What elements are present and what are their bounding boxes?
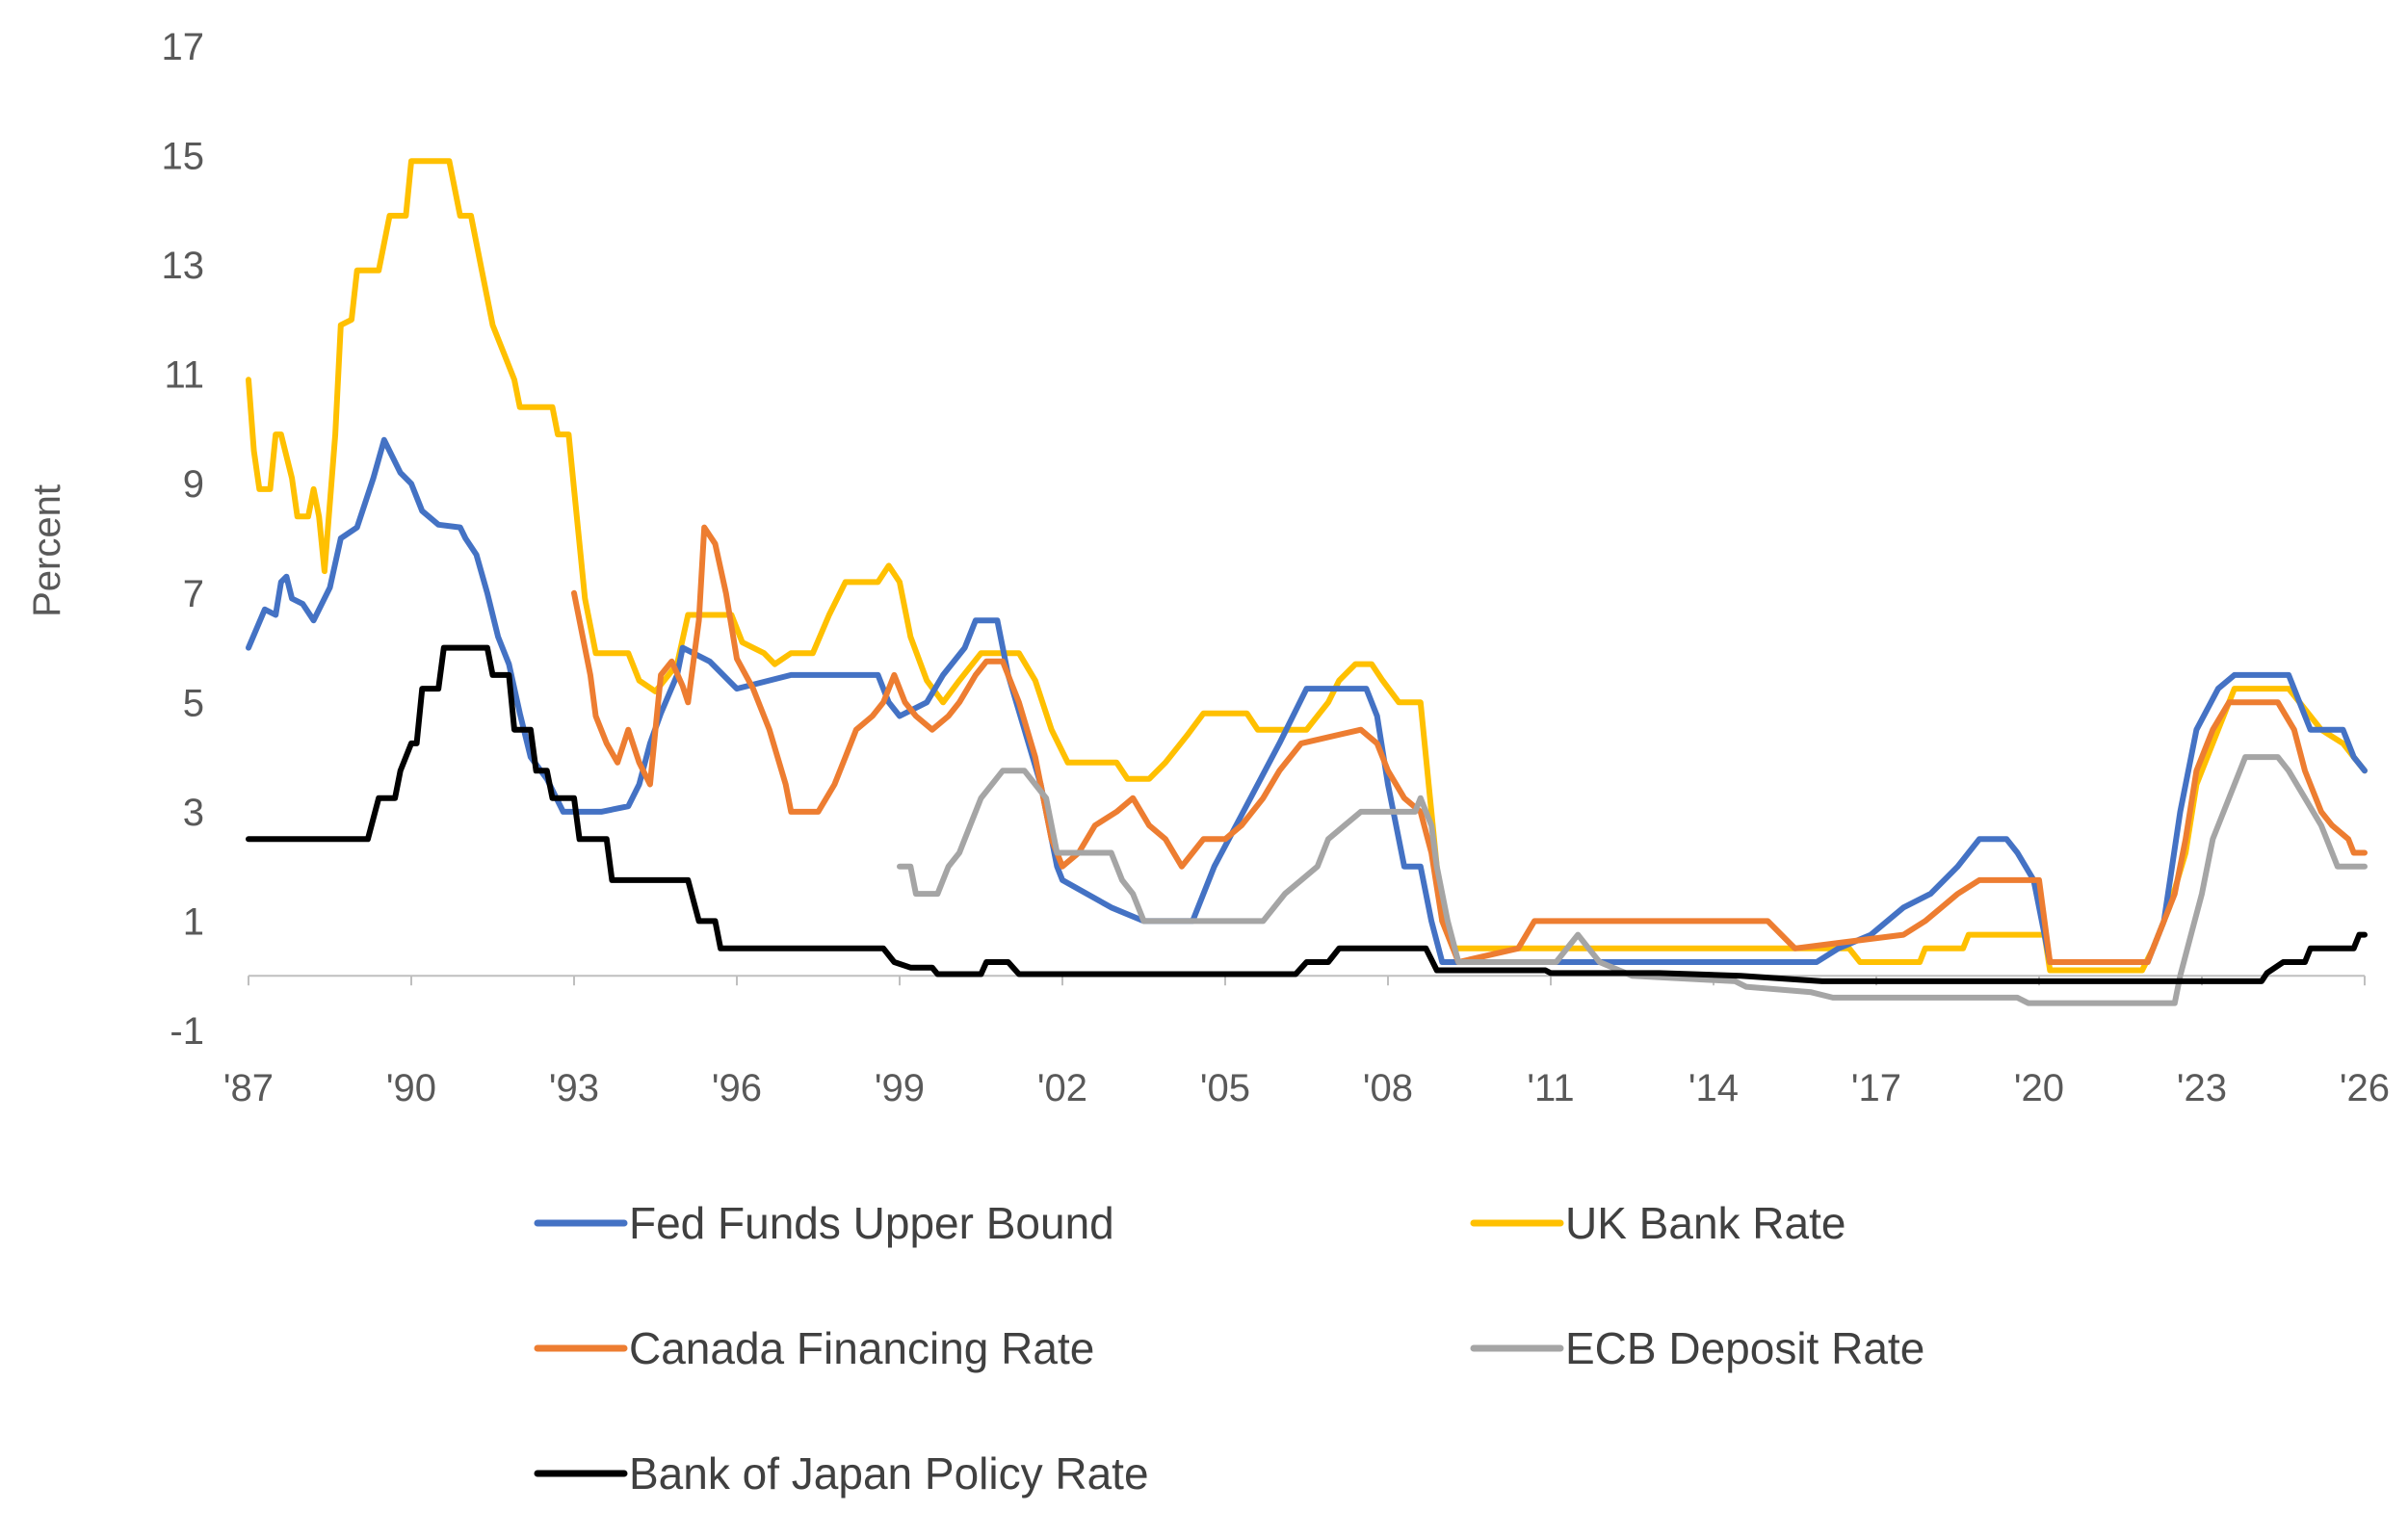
series-line-fed-funds-upper-bound (246, 436, 2368, 965)
y-tick-label: 13 (162, 245, 205, 287)
legend-label-bank-of-japan-policy-rate: Bank of Japan Policy Rate (629, 1448, 1149, 1499)
y-tick-label: 9 (183, 463, 204, 506)
x-tick-label: '90 (386, 1067, 436, 1109)
y-tick-label: 5 (183, 682, 204, 724)
legend-label-uk-bank-rate: UK Bank Rate (1565, 1198, 1845, 1248)
series-lines (246, 158, 2368, 1006)
y-axis-title: Percent (26, 484, 68, 617)
legend-label-fed-funds-upper-bound: Fed Funds Upper Bound (629, 1198, 1114, 1248)
x-tick-labels: '87 '90 '93 '96 '99 '02 '05 '08 '11 '14 '17 '20 '23 '… (223, 1067, 2390, 1109)
y-tick-label: 17 (162, 26, 205, 68)
x-tick-label: '17 (1851, 1067, 1901, 1109)
series-line-canada-financing-rate (571, 524, 2368, 965)
x-tick-label: '08 (1363, 1067, 1413, 1109)
y-tick-label: 11 (164, 354, 204, 397)
x-tick-label: '05 (1200, 1067, 1250, 1109)
x-tick-label: '11 (1527, 1067, 1574, 1109)
x-tick-label: '14 (1688, 1067, 1739, 1109)
x-tick-label: '20 (2014, 1067, 2064, 1109)
y-tick-label: 7 (183, 573, 204, 615)
x-tick-label: '99 (875, 1067, 925, 1109)
legend: Fed Funds Upper Bound UK Bank Rate Canada … (534, 1198, 1924, 1499)
x-tick-label: '93 (549, 1067, 599, 1109)
y-tick-label: 1 (183, 900, 204, 943)
x-tick-label: '02 (1037, 1067, 1087, 1109)
series-line-uk-bank-rate (246, 158, 2368, 974)
x-tick-label: '87 (223, 1067, 274, 1109)
x-tick-label: '96 (712, 1067, 762, 1109)
series-line-bank-of-japan-policy-rate (246, 644, 2368, 984)
y-tick-label: -1 (170, 1010, 204, 1053)
x-tick-label: '23 (2177, 1067, 2227, 1109)
legend-label-ecb-deposit-rate: ECB Deposit Rate (1565, 1323, 1924, 1373)
x-tick-label: '26 (2340, 1067, 2390, 1109)
y-tick-label: 3 (183, 792, 204, 834)
legend-label-canada-financing-rate: Canada Financing Rate (629, 1323, 1094, 1373)
y-tick-labels: 17 15 13 11 9 7 5 3 1 -1 (162, 26, 205, 1053)
series-line-ecb-deposit-rate (897, 754, 2368, 1006)
y-tick-label: 15 (162, 136, 205, 178)
